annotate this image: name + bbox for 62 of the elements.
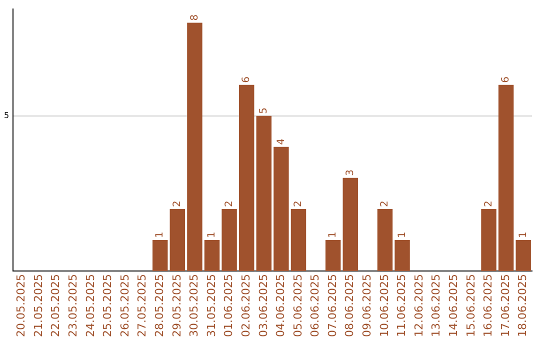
data-label: 8 [189,14,200,21]
bar [187,22,202,272]
bar [204,240,220,272]
data-label: 1 [396,232,408,238]
data-label: 1 [328,232,339,238]
data-label: 4 [276,138,287,145]
bar [394,240,410,272]
x-tick-label: 05.06.2025 [291,274,304,338]
x-tick-label: 15.06.2025 [464,274,478,338]
x-tick-label: 18.06.2025 [516,274,530,338]
x-tick-label: 09.06.2025 [360,274,374,338]
x-tick-label: 25.05.2025 [101,274,114,338]
x-tick-label: 14.06.2025 [447,274,460,338]
x-tick-label: 17.06.2025 [498,274,512,338]
x-tick-label: 28.05.2025 [152,274,166,338]
bar [256,116,272,272]
x-tick-label: 31.05.2025 [204,274,218,338]
x-tick-label: 11.06.2025 [395,274,408,338]
bar [342,178,358,272]
x-tick-label: 22.05.2025 [49,274,62,338]
bar [222,208,237,272]
x-tick-label: 21.05.2025 [32,274,45,338]
data-label: 6 [500,76,512,83]
x-tick-label: 12.06.2025 [412,274,426,338]
x-tick-label: 08.06.2025 [343,274,356,338]
data-label: 3 [344,170,356,176]
x-tick-label: 04.06.2025 [274,274,288,338]
x-tick-label: 03.06.2025 [256,274,270,338]
bar [274,146,289,272]
bar [498,84,514,272]
bar [170,208,186,272]
data-label: 1 [518,232,529,238]
x-tick-label: 10.06.2025 [378,274,391,338]
x-tick-label: 02.06.2025 [239,274,252,338]
bar [238,84,254,272]
x-tick-label: 06.06.2025 [308,274,322,338]
x-tick-label: 07.06.2025 [326,274,339,338]
bar [516,240,531,272]
bar [152,240,168,272]
data-label: 2 [293,200,304,207]
data-label: 1 [154,232,166,238]
x-tick-label: 23.05.2025 [66,274,80,338]
x-tick-label: 29.05.2025 [170,274,184,338]
x-tick-label: 30.05.2025 [188,274,201,338]
data-label: 6 [241,76,252,83]
x-tick-label: 26.05.2025 [118,274,132,338]
bar [377,208,393,272]
data-label: 1 [206,232,218,238]
data-label: 2 [224,200,235,207]
bar [290,208,306,272]
x-tick-label: 16.06.2025 [482,274,495,338]
bar [481,208,496,272]
x-tick-label: 20.05.2025 [14,274,28,338]
data-label: 5 [258,107,270,114]
data-label: 2 [483,200,494,207]
x-tick-label: 13.06.2025 [430,274,443,338]
x-tick-label: 24.05.2025 [84,274,97,338]
data-label: 2 [172,200,184,207]
x-tick-label: 01.06.2025 [222,274,236,338]
data-label: 2 [380,200,391,207]
x-tick-label: 27.05.2025 [136,274,149,338]
bar [325,240,341,272]
